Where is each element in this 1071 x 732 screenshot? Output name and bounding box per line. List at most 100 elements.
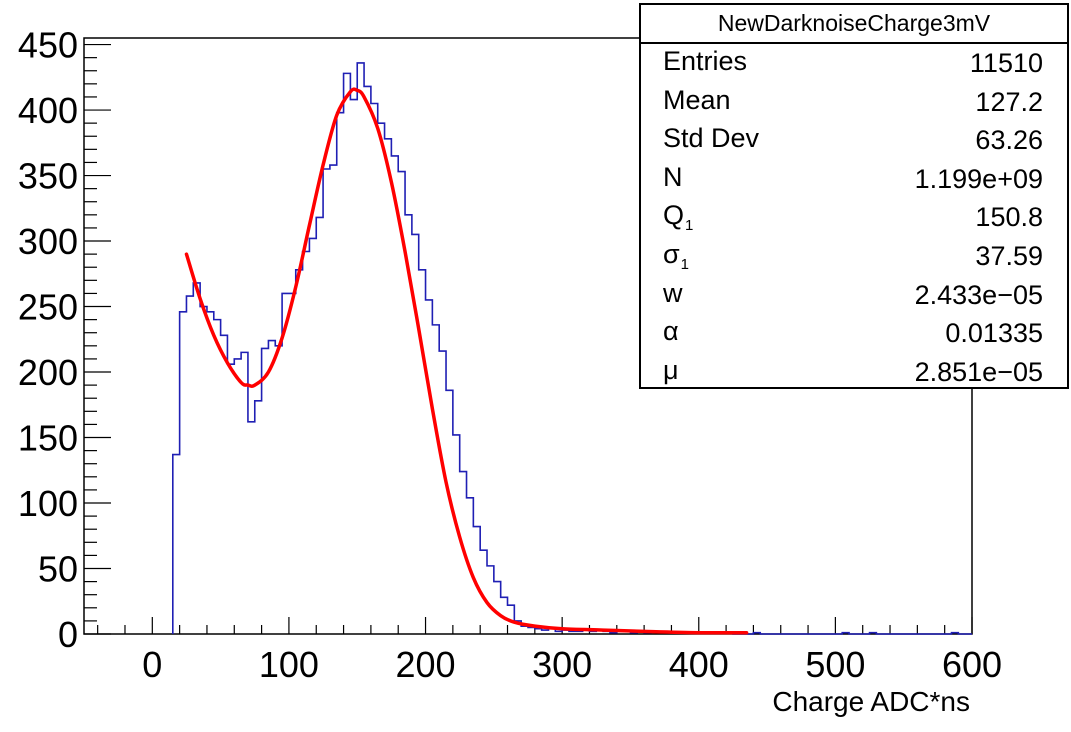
x-tick-label: 500 [805,644,865,685]
histogram-bin [542,630,549,634]
histogram-bin [535,629,542,634]
histogram-bin [316,217,323,634]
histogram-bin [555,631,562,634]
stats-value: 150.8 [975,202,1043,233]
stats-row: Std Dev 63.26 [641,121,1067,160]
histogram-bin [303,252,310,634]
stats-label: w [663,278,683,309]
histogram-bin [262,348,269,634]
stats-row: σ1 37.59 [641,237,1067,276]
stats-row: N 1.199e+09 [641,160,1067,199]
histogram-bin [426,300,433,634]
x-axis-label: Charge ADC*ns [772,686,970,717]
stats-label: Mean [663,85,731,116]
stats-value: 2.851e−05 [914,356,1043,387]
stats-row: w 2.433e−05 [641,276,1067,315]
stats-value: 63.26 [975,125,1043,156]
stats-row: μ 2.851e−05 [641,353,1067,392]
stats-label: Entries [663,46,747,77]
stats-label: α [663,316,679,347]
histogram-bin [589,631,596,634]
x-tick-label: 400 [669,644,729,685]
histogram-bin [870,633,877,634]
histogram-bin [289,293,296,634]
stats-rows: Entries 11510 Mean 127.2 Std Dev 63.26 N 1.199e… [641,44,1067,391]
stats-row: Mean 127.2 [641,83,1067,122]
stats-label: μ [663,355,679,386]
histogram-bin [200,307,207,634]
histogram-bin [842,633,849,634]
histogram-bin [439,351,446,634]
x-tick-label: 100 [259,644,319,685]
histogram-bin [357,63,364,634]
x-tick-label: 200 [395,644,455,685]
histogram-bin [521,626,528,634]
stats-value: 37.59 [975,240,1043,271]
stats-value: 1.199e+09 [914,163,1043,194]
stats-label-text: Mean [663,84,731,115]
y-tick-label: 400 [18,90,78,131]
histogram-bin [344,73,351,634]
histogram-bin [309,238,316,634]
histogram-bin [214,320,221,634]
histogram-bin [952,633,959,634]
stats-label-subscript: 1 [680,255,690,273]
stats-value: 11510 [969,48,1043,78]
x-tick-label: 0 [142,644,162,685]
y-axis-ticks: 0 50 100 150 200 250 300 350 400 450 [18,25,111,655]
stats-label-text: μ [663,354,679,385]
y-tick-label: 250 [18,287,78,328]
y-tick-label: 50 [38,549,78,590]
stats-label-text: σ [663,238,680,269]
stats-label-text: α [663,316,679,347]
histogram-bin [391,156,398,634]
histogram-bin [385,139,392,634]
x-axis-ticks: 0 100 200 300 400 500 600 [97,617,1002,685]
histogram-bin [221,335,228,634]
histogram-bin [234,359,241,634]
stats-value: 2.433e−05 [914,279,1043,310]
stats-label: N [663,162,683,193]
stats-label: Q1 [663,200,693,234]
histogram-bin [186,296,193,634]
stats-label-text: N [663,161,683,192]
fit-curve [184,87,749,635]
histogram-bin [255,401,262,634]
histogram-bin [364,86,371,634]
y-tick-label: 450 [18,25,78,66]
y-tick-label: 100 [18,483,78,524]
histogram-bin [282,293,289,634]
histogram-bin [275,346,282,634]
stats-label-text: w [663,277,683,308]
histogram-bin [378,123,385,634]
stats-label: σ1 [663,239,689,273]
histogram-bin [371,103,378,634]
stats-title: NewDarknoiseCharge3mV [641,5,1067,44]
x-tick-label: 300 [532,644,592,685]
histogram-bin [337,113,344,634]
histogram-outline [172,62,972,635]
histogram-bin [330,165,337,634]
histogram-bin [193,283,200,634]
histogram-bin [350,100,357,634]
y-tick-label: 350 [18,156,78,197]
histogram-bin [241,352,248,634]
stats-value: 127.2 [975,86,1043,117]
histogram-bin [248,422,255,634]
histogram-bin [753,633,760,634]
histogram-bin [494,582,501,634]
stats-label-text: Entries [663,46,748,76]
stats-label-subscript: 1 [685,217,694,235]
histogram-bin [207,312,214,634]
histogram-bin [569,631,576,634]
series-group [172,62,972,635]
histogram-bin [180,312,187,634]
histogram-bin [323,169,330,634]
histogram-bin [296,270,303,634]
stats-label-text: Std Dev [663,123,760,154]
histogram-bin [227,364,234,634]
y-tick-label: 200 [18,352,78,393]
stats-row: α 0.01335 [641,314,1067,353]
